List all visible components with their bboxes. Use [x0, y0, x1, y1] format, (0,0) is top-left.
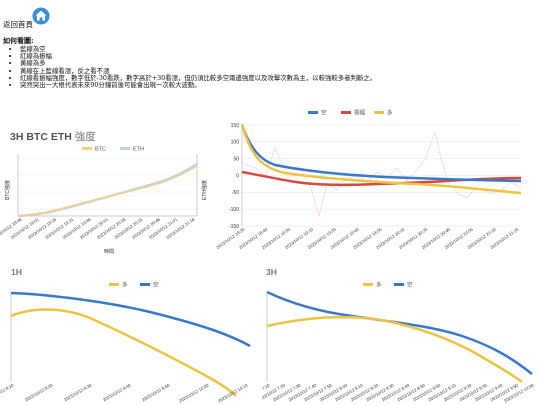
btc-eth-legend: BTC ETH — [82, 147, 144, 153]
strength-y-tick: -150 — [229, 224, 239, 230]
howto-item: 藍線為空 — [20, 45, 376, 53]
legend-swatch-short-1h — [140, 283, 150, 286]
strength-y-tick: -50 — [232, 190, 239, 196]
legend-swatch-long — [374, 111, 384, 114]
long-line-1h — [10, 308, 237, 397]
legend-btc: BTC — [95, 147, 106, 153]
legend-long-1h: 多 — [122, 281, 128, 289]
strength-y-tick: 150 — [231, 123, 240, 129]
short-line-3h — [266, 290, 533, 375]
legend-long-3h: 多 — [376, 281, 382, 289]
home-link[interactable]: 返回首頁 — [3, 20, 33, 29]
legend-short: 空 — [321, 109, 327, 117]
eth-axis-label: ETH強度 — [201, 180, 208, 200]
legend-long: 多 — [387, 109, 393, 117]
btc-eth-title-main: 3H BTC ETH — [10, 131, 72, 143]
strength-legend: 空 振幅 多 — [308, 109, 393, 117]
legend-swatch-short-3h — [394, 283, 404, 286]
howto-item: 突然突出一大根代表未來90分鐘前後可能會出現一次較大波動。 — [20, 81, 376, 89]
long-line-3h — [266, 315, 523, 383]
short-line-1h — [10, 291, 251, 348]
btc-eth-title-sub: 強度 — [74, 131, 96, 143]
howto-item: 黃線為多 — [20, 60, 376, 67]
legend-swatch-short — [308, 111, 318, 114]
howto-item: 紅線為振幅 — [20, 52, 376, 60]
chart-1h-x-tick: 2023/10/12 8:10 — [0, 382, 15, 402]
legend-short-1h: 空 — [153, 281, 159, 289]
legend-swatch-long-3h — [363, 283, 373, 286]
long-line — [240, 123, 522, 195]
strength-y-tick: 100 — [231, 140, 240, 146]
legend-swatch-long-1h — [109, 283, 119, 286]
btc-strength-line — [17, 165, 198, 217]
howto-list: 藍線為空 紅線為振幅 黃線為多 黃線在上藍線看漲，反之看不漲 紅線看振幅強度，數… — [9, 45, 376, 89]
chart-1h-x-tick: 2023/10/12 8:30 — [63, 382, 93, 402]
home-icon[interactable] — [32, 7, 50, 25]
chart-1h-x-tick: 2023/10/12 8:20 — [24, 382, 54, 402]
btc-eth-chart: BTC ETH BTC強度 ETH強度 2023/10/12 18:462023… — [0, 147, 208, 256]
chart-1h-x-tick: 2023/10/12 10:00 — [178, 382, 210, 403]
chart-1h-legend: 多 空 — [109, 281, 159, 289]
chart-1h-x-ticks: 2023/10/12 8:10 2023/10/12 8:20 2023/10/12… — [0, 382, 249, 403]
short-line — [240, 124, 522, 183]
section-3h-title: 3H — [266, 267, 277, 277]
legend-swatch-btc — [82, 147, 92, 150]
chart-1h-x-tick: 2023/10/12 8:50 — [141, 382, 171, 402]
strength-y-tick: -100 — [229, 207, 239, 213]
chart-1h: 多 空 2023/10/12 8:10 2023/10/12 8:20 2023/1… — [0, 281, 251, 404]
eth-strength-line — [17, 162, 198, 218]
howto-title: 如何看圖: — [3, 36, 34, 45]
legend-eth: ETH — [133, 147, 144, 153]
strength-y-tick: 50 — [233, 156, 239, 162]
chart-1h-x-tick: 2023/10/12 8:40 — [102, 382, 132, 402]
howto-item: 黃線在上藍線看漲，反之看不漲 — [20, 67, 376, 75]
howto-item: 紅線看振幅強度，數字低於-30看跌，數字高於+30看漲，但仍須比較多空兩邊強度以… — [20, 74, 376, 82]
strength-y-ticks: 150 100 50 0 -50 -100 -150 — [229, 123, 239, 230]
strength-y-tick: 0 — [236, 173, 239, 179]
btc-eth-chart-title: 3H BTC ETH 強度 — [10, 129, 96, 144]
legend-short-3h: 空 — [407, 281, 413, 289]
chart-3h-legend: 多 空 — [363, 281, 413, 289]
legend-swatch-eth — [120, 147, 130, 150]
btc-axis-label: BTC強度 — [4, 180, 11, 200]
btc-eth-x-axis-label: 時間 — [104, 249, 114, 255]
strength-chart: 空 振幅 多 150 100 50 0 -50 -100 -150 2023/10/12 1… — [215, 109, 522, 250]
legend-swatch-amplitude — [341, 111, 351, 114]
legend-amplitude: 振幅 — [354, 109, 366, 117]
section-1h-title: 1H — [11, 267, 22, 277]
